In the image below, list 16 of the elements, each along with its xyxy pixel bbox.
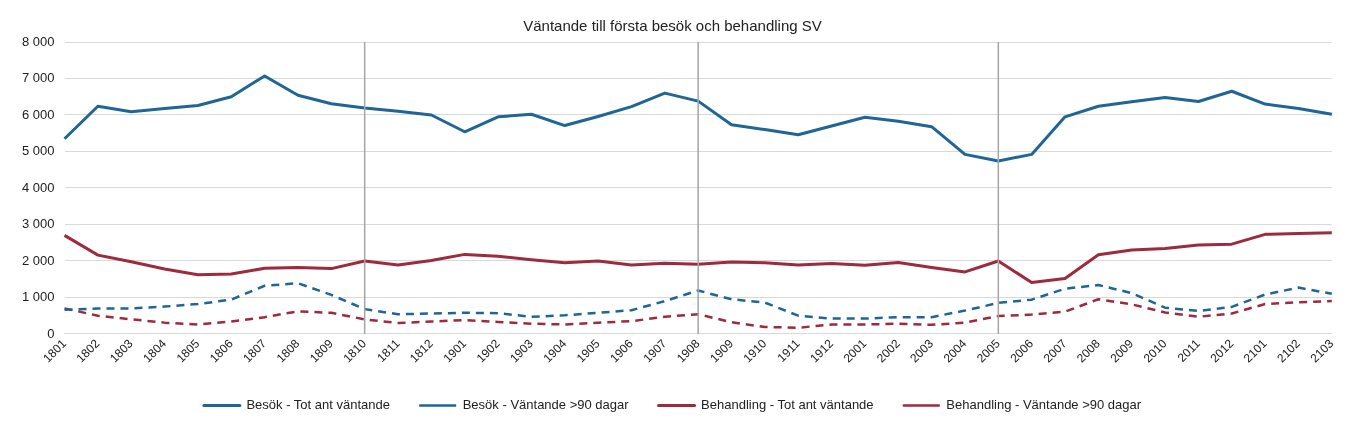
legend-label: Behandling - Tot ant väntande bbox=[701, 397, 874, 413]
y-tick-label: 2 000 bbox=[21, 252, 55, 268]
line-series bbox=[63, 298, 1334, 329]
line-series bbox=[63, 281, 1334, 320]
y-tick-label: 8 000 bbox=[21, 33, 55, 49]
y-tick-label: 4 000 bbox=[21, 179, 55, 195]
y-tick-label: 7 000 bbox=[21, 70, 55, 86]
legend-label: Behandling - Väntande >90 dagar bbox=[946, 397, 1142, 413]
y-tick-label: 1 000 bbox=[21, 289, 55, 305]
chart-title: Väntande till första besök och behandling SV bbox=[523, 17, 822, 35]
legend-label: Besök - Tot ant väntande bbox=[246, 397, 390, 413]
y-tick-label: 5 000 bbox=[21, 143, 55, 159]
y-tick-label: 0 bbox=[47, 325, 55, 341]
y-tick-label: 3 000 bbox=[21, 216, 55, 232]
legend-label: Besök - Väntande >90 dagar bbox=[462, 397, 630, 413]
y-tick-label: 6 000 bbox=[21, 106, 55, 122]
